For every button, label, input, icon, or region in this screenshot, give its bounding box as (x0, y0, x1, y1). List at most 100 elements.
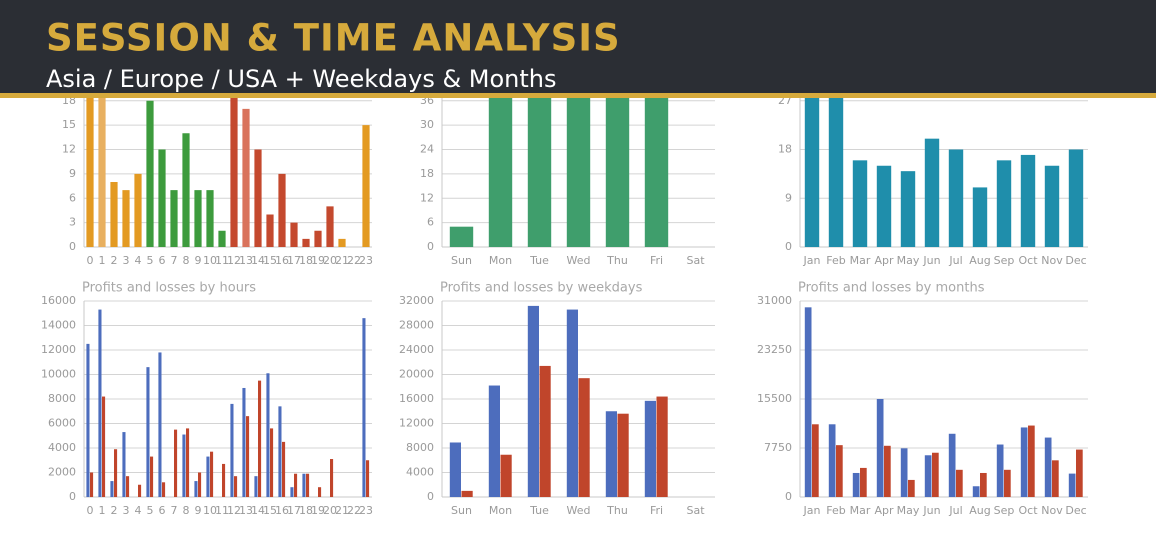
bar (980, 472, 987, 497)
bar (266, 214, 274, 247)
y-tick-label: 12 (420, 191, 434, 204)
bar (996, 444, 1004, 497)
y-tick-label: 15 (62, 118, 76, 131)
bar (242, 387, 246, 497)
bar (206, 456, 210, 497)
bar (1020, 154, 1036, 247)
y-tick-label: 0 (427, 240, 434, 253)
bar (900, 171, 916, 247)
bar (194, 190, 202, 247)
x-tick-label: 10 (203, 254, 217, 267)
bar (948, 149, 964, 247)
y-tick-label: 31000 (757, 294, 792, 307)
y-tick-label: 18 (778, 143, 792, 156)
y-tick-label: 2000 (48, 466, 76, 479)
bar (461, 490, 473, 497)
header-rule (0, 93, 1156, 98)
y-tick-label: 9 (785, 191, 792, 204)
bar (242, 108, 250, 247)
y-tick-label: 0 (785, 490, 792, 503)
x-tick-label: 4 (135, 504, 142, 517)
y-tick-label: 9 (69, 167, 76, 180)
bar (578, 378, 590, 497)
bar (527, 305, 539, 497)
x-tick-label: 21 (335, 254, 349, 267)
x-tick-label: Feb (826, 254, 845, 267)
bar (804, 307, 812, 497)
bar (246, 416, 250, 497)
bar (150, 456, 154, 497)
bar (876, 165, 892, 247)
bar (362, 125, 370, 247)
bar (644, 400, 656, 497)
x-tick-label: 23 (359, 504, 373, 517)
y-tick-label: 12 (62, 143, 76, 156)
x-tick-label: Mon (489, 254, 512, 267)
y-tick-label: 23250 (757, 343, 792, 356)
x-tick-label: 17 (287, 504, 301, 517)
bar (290, 487, 294, 497)
x-tick-label: 11 (215, 254, 229, 267)
bar (302, 238, 310, 247)
bar (948, 433, 956, 497)
x-tick-label: Aug (969, 254, 990, 267)
chart-title: Profits and losses by weekdays (440, 281, 643, 296)
bar (86, 343, 90, 497)
y-tick-label: 0 (69, 240, 76, 253)
y-tick-label: 4000 (406, 466, 434, 479)
y-tick-label: 12000 (399, 417, 434, 430)
x-tick-label: 14 (251, 254, 265, 267)
x-tick-label: 1 (99, 504, 106, 517)
bar (90, 472, 94, 497)
x-tick-label: 20 (323, 254, 337, 267)
x-tick-label: 5 (147, 504, 154, 517)
x-tick-label: Oct (1018, 254, 1038, 267)
x-tick-label: 7 (171, 504, 178, 517)
bar (158, 352, 162, 497)
y-tick-label: 6000 (48, 417, 76, 430)
y-tick-label: 8000 (406, 441, 434, 454)
x-tick-label: Jun (922, 254, 940, 267)
x-tick-label: 16 (275, 504, 289, 517)
x-tick-label: 9 (195, 504, 202, 517)
y-tick-label: 24 (420, 143, 434, 156)
x-tick-label: 12 (227, 254, 241, 267)
bar (330, 459, 334, 497)
y-tick-label: 4000 (48, 441, 76, 454)
x-tick-label: 23 (359, 254, 373, 267)
bar (1068, 149, 1084, 247)
bar (138, 484, 142, 497)
x-tick-label: Sep (994, 254, 1015, 267)
x-tick-label: 19 (311, 254, 325, 267)
bar (158, 149, 166, 247)
x-tick-label: Mar (850, 254, 871, 267)
x-tick-label: Thu (606, 254, 628, 267)
x-tick-label: 7 (171, 254, 178, 267)
bar (449, 226, 474, 247)
y-tick-label: 20000 (399, 368, 434, 381)
x-tick-label: 1 (99, 254, 106, 267)
bar (566, 309, 578, 497)
bar (302, 473, 306, 497)
bar (98, 309, 102, 497)
bar (174, 429, 178, 497)
bar (488, 76, 513, 247)
chart-title: Profits and losses by hours (82, 281, 256, 296)
x-tick-label: Feb (826, 504, 845, 517)
x-tick-label: 6 (159, 254, 166, 267)
y-tick-label: 32000 (399, 294, 434, 307)
bar (366, 460, 370, 497)
x-tick-label: Sat (686, 254, 705, 267)
bar (122, 190, 130, 247)
bar (230, 403, 234, 497)
bar (282, 441, 286, 497)
x-tick-label: 13 (239, 504, 253, 517)
bar (362, 318, 366, 497)
y-tick-label: 16000 (41, 294, 76, 307)
bar (162, 482, 166, 497)
bar (254, 476, 258, 497)
bar (182, 133, 190, 247)
bar (828, 424, 836, 497)
x-tick-label: Apr (874, 254, 894, 267)
